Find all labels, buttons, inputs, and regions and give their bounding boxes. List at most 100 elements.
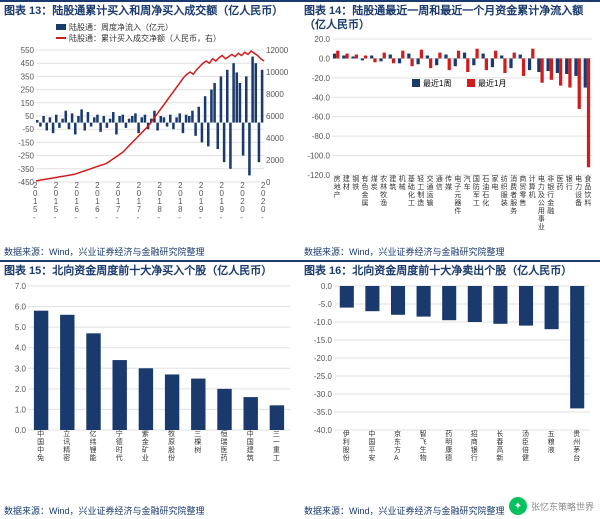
svg-text:工: 工 bbox=[473, 200, 480, 207]
svg-text:高: 高 bbox=[496, 445, 503, 454]
svg-text:倍: 倍 bbox=[522, 445, 529, 454]
svg-text:-: - bbox=[54, 213, 57, 220]
svg-text:石: 石 bbox=[482, 175, 489, 183]
svg-text:行: 行 bbox=[471, 453, 478, 462]
svg-text:2.0: 2.0 bbox=[15, 385, 27, 394]
svg-text:新: 新 bbox=[496, 453, 503, 462]
svg-text:-25.0: -25.0 bbox=[314, 372, 333, 381]
svg-text:银: 银 bbox=[471, 445, 478, 454]
svg-text:融: 融 bbox=[547, 206, 554, 215]
svg-text:造: 造 bbox=[417, 198, 424, 207]
svg-text:钢: 钢 bbox=[352, 174, 359, 183]
svg-text:农: 农 bbox=[380, 174, 387, 183]
svg-text:金: 金 bbox=[142, 437, 149, 446]
svg-text:州: 州 bbox=[573, 438, 580, 446]
svg-text:药: 药 bbox=[221, 453, 228, 462]
chart-source: 数据来源：Wind，兴业证券经济与金融研究院整理 bbox=[304, 504, 505, 517]
svg-text:0.0: 0.0 bbox=[321, 282, 333, 291]
svg-text:计: 计 bbox=[529, 174, 536, 183]
watermark-label: 张忆东策略世界 bbox=[531, 500, 594, 513]
svg-text:防: 防 bbox=[473, 182, 480, 191]
svg-text:媒: 媒 bbox=[445, 182, 452, 191]
svg-text:明: 明 bbox=[445, 438, 452, 446]
svg-text:件: 件 bbox=[454, 206, 461, 215]
svg-text:食: 食 bbox=[584, 174, 591, 183]
svg-text:国: 国 bbox=[368, 438, 375, 446]
svg-text:份: 份 bbox=[343, 453, 350, 462]
svg-text:机: 机 bbox=[399, 174, 406, 183]
svg-text:械: 械 bbox=[399, 182, 406, 191]
svg-text:汽: 汽 bbox=[464, 174, 471, 183]
svg-text:煤: 煤 bbox=[371, 174, 378, 183]
svg-text:化: 化 bbox=[482, 198, 489, 207]
panel-br: 图表 16：北向资金周度前十大净卖出个股（亿人民币） -40.0-35.0-30… bbox=[300, 260, 600, 519]
svg-text:-: - bbox=[240, 213, 243, 220]
svg-text:茅: 茅 bbox=[573, 445, 580, 454]
svg-text:能: 能 bbox=[90, 453, 97, 462]
chart-source: 数据来源：Wind，兴业证券经济与金融研究院整理 bbox=[304, 245, 505, 258]
svg-text:医: 医 bbox=[557, 175, 564, 183]
svg-text:-60.0: -60.0 bbox=[312, 112, 331, 121]
svg-text:10000: 10000 bbox=[266, 68, 289, 77]
svg-text:子: 子 bbox=[454, 183, 461, 191]
svg-text:450: 450 bbox=[21, 59, 35, 68]
svg-text:中: 中 bbox=[37, 445, 44, 454]
svg-text:售: 售 bbox=[519, 198, 526, 207]
svg-text:6.0: 6.0 bbox=[15, 302, 27, 311]
svg-text:-: - bbox=[95, 213, 98, 220]
svg-text:纺: 纺 bbox=[501, 174, 508, 183]
svg-text:-: - bbox=[220, 213, 223, 220]
svg-text:五: 五 bbox=[548, 430, 555, 438]
svg-text:基: 基 bbox=[408, 174, 415, 183]
svg-text:通: 通 bbox=[436, 174, 443, 183]
svg-text:7.0: 7.0 bbox=[15, 282, 27, 291]
svg-text:-350: -350 bbox=[18, 165, 35, 174]
svg-text:输: 输 bbox=[427, 198, 434, 207]
svg-text:-250: -250 bbox=[18, 152, 35, 161]
svg-text:房: 房 bbox=[334, 174, 341, 183]
svg-text:事: 事 bbox=[538, 214, 545, 223]
chart-title: 图表 13：陆股通累计买入和周净买入成交额（亿人民币） bbox=[4, 4, 296, 18]
svg-text:炭: 炭 bbox=[371, 183, 378, 191]
svg-text:-40.0: -40.0 bbox=[314, 426, 333, 435]
svg-text:贵: 贵 bbox=[573, 429, 580, 438]
svg-text:康: 康 bbox=[445, 445, 452, 454]
svg-text:350: 350 bbox=[21, 73, 35, 82]
svg-text:平: 平 bbox=[368, 446, 375, 454]
svg-text:生: 生 bbox=[420, 445, 427, 454]
chart-title: 图表 16：北向资金周度前十大净卖出个股（亿人民币） bbox=[304, 264, 596, 278]
svg-text:550: 550 bbox=[21, 46, 35, 55]
svg-text:军: 军 bbox=[473, 191, 480, 199]
svg-text:棵: 棵 bbox=[194, 437, 201, 446]
watermark: ✦ 张忆东策略世界 bbox=[509, 497, 594, 515]
svg-text:精: 精 bbox=[63, 445, 70, 454]
svg-text:最近1周: 最近1周 bbox=[423, 78, 451, 88]
svg-text:1.0: 1.0 bbox=[15, 405, 27, 414]
svg-text:-: - bbox=[116, 213, 119, 220]
svg-text:三: 三 bbox=[273, 430, 280, 438]
svg-text:建: 建 bbox=[389, 174, 396, 183]
svg-text:-10.0: -10.0 bbox=[314, 318, 333, 327]
chart-title: 图表 14：陆股通最近一周和最近一个月资金累计净流入额（亿人民币） bbox=[304, 4, 596, 33]
svg-text:行: 行 bbox=[547, 190, 554, 199]
svg-text:讯: 讯 bbox=[63, 438, 70, 446]
svg-text:-: - bbox=[137, 213, 140, 220]
svg-text:瑞: 瑞 bbox=[221, 437, 228, 446]
bar-chart: 0.01.02.03.04.05.06.07.0中国中免立讯精密亿纬锂能宁德时代… bbox=[4, 280, 296, 480]
svg-text:宁: 宁 bbox=[116, 429, 123, 438]
svg-text:业: 业 bbox=[538, 222, 545, 231]
svg-text:牧: 牧 bbox=[168, 429, 175, 438]
svg-text:车: 车 bbox=[464, 182, 471, 191]
svg-text:及: 及 bbox=[538, 191, 545, 199]
svg-text:-150: -150 bbox=[18, 139, 35, 148]
svg-text:矿: 矿 bbox=[142, 445, 149, 454]
svg-text:饮: 饮 bbox=[584, 190, 591, 199]
svg-text:方: 方 bbox=[394, 445, 401, 454]
panel-bl: 图表 15：北向资金周度前十大净买入个股（亿人民币） 0.01.02.03.04… bbox=[0, 260, 300, 519]
svg-text:三: 三 bbox=[194, 430, 201, 438]
svg-text:电: 电 bbox=[454, 174, 461, 183]
svg-text:-: - bbox=[33, 213, 36, 220]
svg-text:利: 利 bbox=[343, 437, 350, 446]
chart-title: 图表 15：北向资金周度前十大净买入个股（亿人民币） bbox=[4, 264, 296, 278]
svg-text:电: 电 bbox=[538, 174, 545, 183]
